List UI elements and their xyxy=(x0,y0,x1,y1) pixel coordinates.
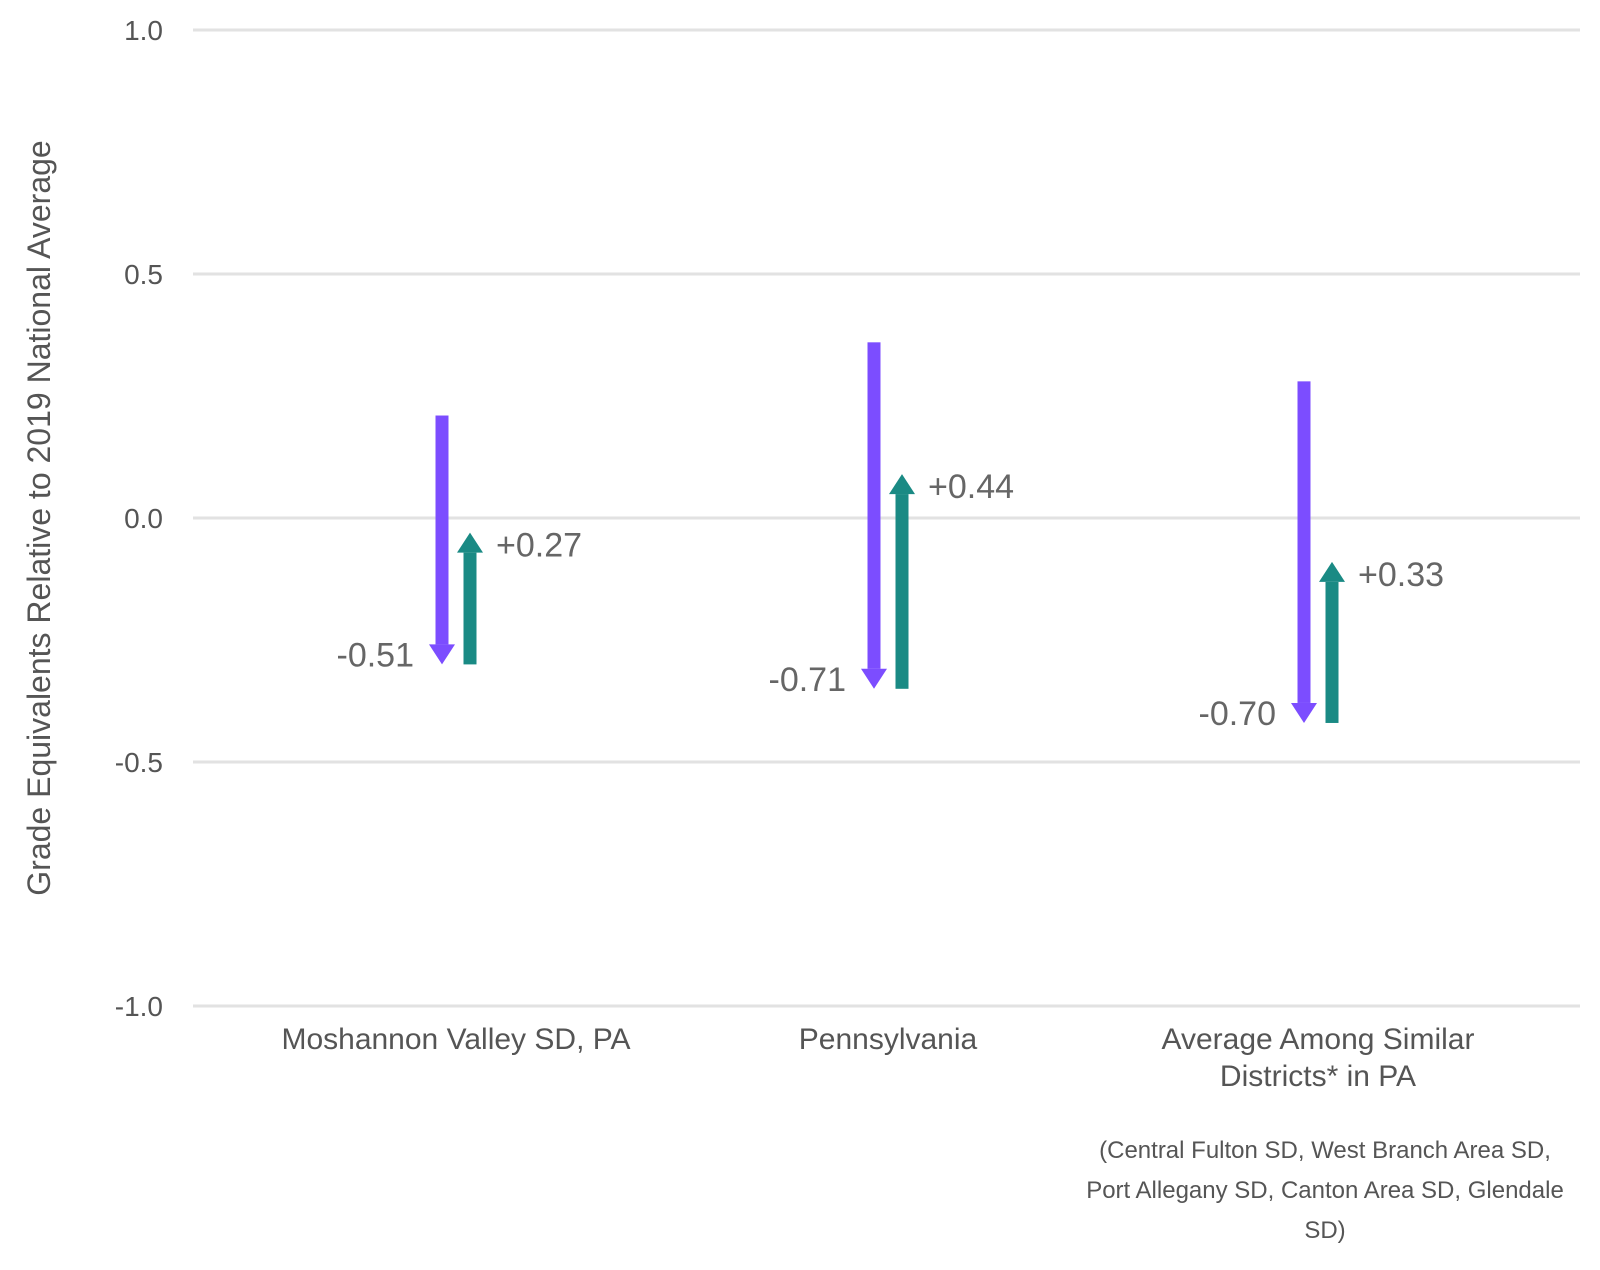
gain-value-label: +0.44 xyxy=(928,468,1014,506)
y-tick-label: 0.5 xyxy=(124,259,163,290)
decline-arrow-head xyxy=(1291,702,1317,723)
gain-arrow-head xyxy=(1319,561,1345,582)
y-tick-label: 1.0 xyxy=(124,15,163,46)
decline-arrow-shaft xyxy=(1297,381,1311,703)
category-label: Moshannon Valley SD, PA xyxy=(281,1023,630,1056)
y-axis-label: Grade Equivalents Relative to 2019 Natio… xyxy=(21,140,57,895)
category-footnote: Port Allegany SD, Canton Area SD, Glenda… xyxy=(1086,1177,1564,1204)
y-tick-label: -1.0 xyxy=(115,991,163,1022)
category-footnote: SD) xyxy=(1304,1217,1345,1244)
y-tick-label: 0.0 xyxy=(124,503,163,534)
category-label: Districts* in PA xyxy=(1220,1060,1416,1093)
decline-value-label: -0.70 xyxy=(1199,695,1277,733)
gain-arrow-head xyxy=(457,532,483,553)
decline-arrow-shaft xyxy=(435,415,449,645)
category-footnote: (Central Fulton SD, West Branch Area SD, xyxy=(1099,1137,1551,1164)
gain-arrow-shaft xyxy=(463,552,477,665)
decline-value-label: -0.51 xyxy=(337,636,415,674)
gain-arrow-head xyxy=(889,474,915,495)
category-label: Average Among Similar xyxy=(1162,1023,1475,1056)
decline-arrow-head xyxy=(429,644,455,665)
category-label: Pennsylvania xyxy=(799,1023,978,1056)
gain-value-label: +0.27 xyxy=(496,527,582,565)
decline-arrow-shaft xyxy=(867,342,881,669)
gain-value-label: +0.33 xyxy=(1358,556,1444,594)
gain-arrow-shaft xyxy=(1325,581,1339,723)
y-tick-label: -0.5 xyxy=(115,747,163,778)
decline-value-label: -0.71 xyxy=(769,661,847,699)
decline-arrow-head xyxy=(861,668,887,689)
gain-arrow-shaft xyxy=(895,494,909,689)
